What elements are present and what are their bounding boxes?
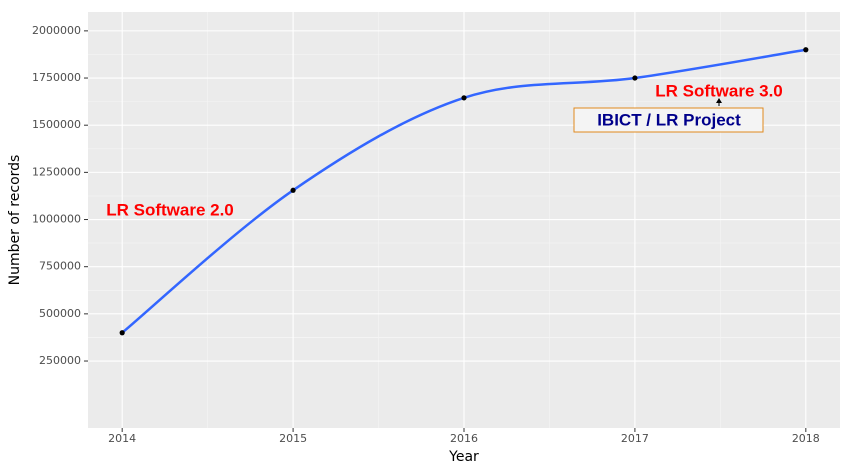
annotation: LR Software 2.0 [106,200,234,219]
annotation: LR Software 3.0 [655,81,783,100]
x-tick-label: 2018 [792,432,820,445]
y-tick-label: 2000000 [32,24,81,37]
annotation: IBICT / LR Project [597,110,741,129]
point [632,75,638,81]
x-tick-label: 2017 [621,432,649,445]
y-tick-label: 1250000 [32,165,81,178]
y-tick-label: 1500000 [32,118,81,131]
y-tick-label: 250000 [39,354,81,367]
y-tick-label: 500000 [39,307,81,320]
grid [88,12,840,428]
x-tick-label: 2016 [450,432,478,445]
point [803,47,809,53]
marks [119,47,809,336]
x-tick-label: 2014 [108,432,136,445]
y-tick-label: 750000 [39,260,81,273]
x-axis-title: Year [448,449,479,465]
point [290,187,296,193]
annotation-box [573,107,764,133]
y-tick-label: 1750000 [32,71,81,84]
y-axis-title: Number of records [7,155,23,286]
annotation-arrowhead [716,98,722,103]
point [461,95,467,101]
x-tick-label: 2015 [279,432,307,445]
y-tick-label: 1000000 [32,213,81,226]
point [119,330,125,336]
